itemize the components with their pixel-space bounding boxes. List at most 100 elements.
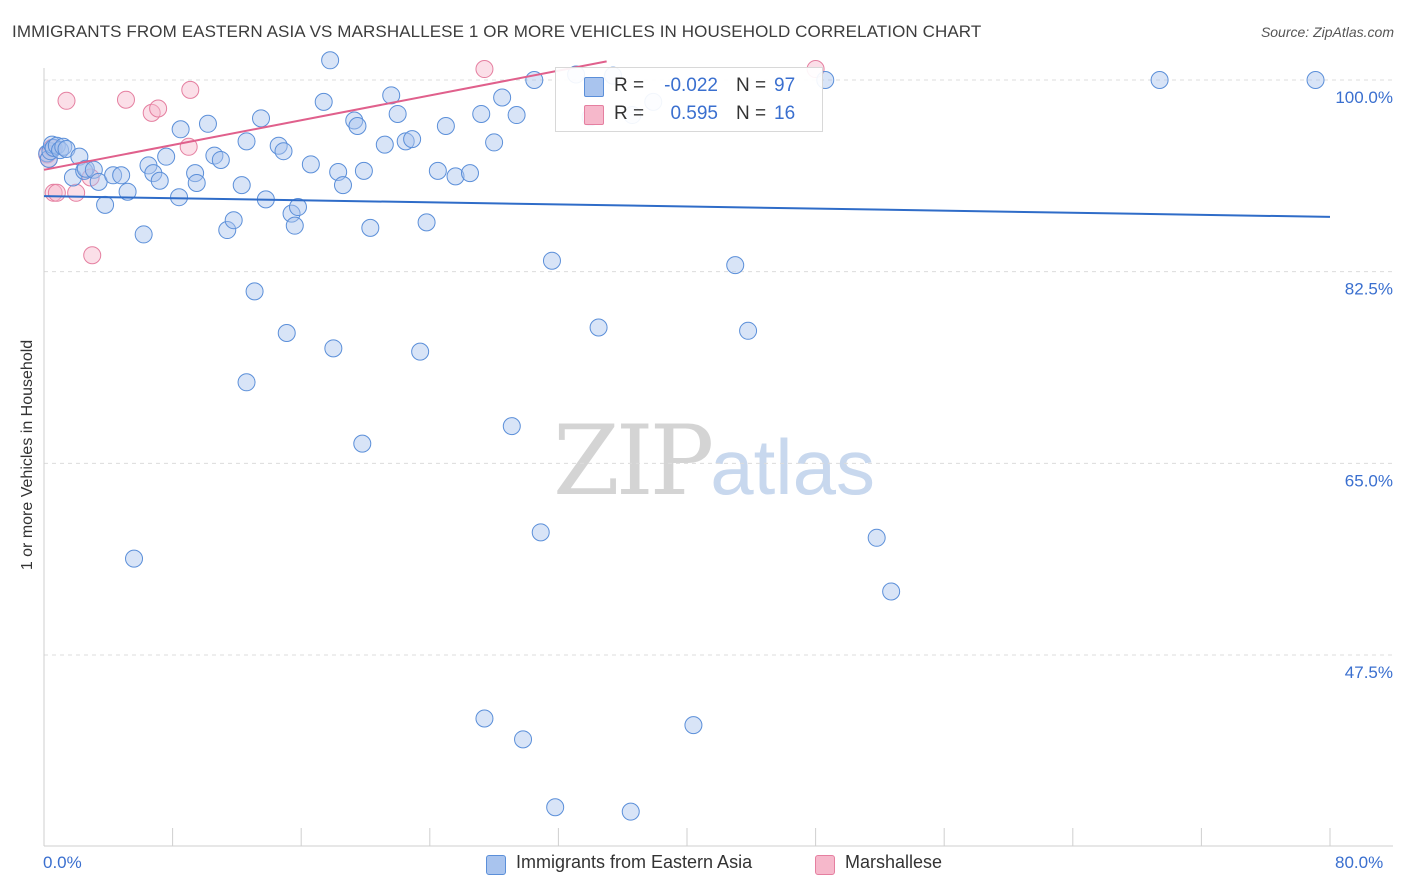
- eastern-asia-point: [531, 523, 550, 542]
- marshallese-point: [47, 183, 66, 202]
- eastern-asia-point: [232, 176, 251, 195]
- eastern-asia-point: [171, 120, 190, 139]
- y-tick-label: 82.5%: [1345, 280, 1393, 299]
- marshallese-point: [57, 91, 76, 110]
- eastern-asia-point: [1306, 71, 1325, 89]
- eastern-asia-point: [269, 136, 288, 155]
- eastern-asia-point: [277, 324, 296, 342]
- eastern-asia-point: [218, 221, 237, 240]
- eastern-asia-point: [321, 51, 340, 70]
- zipatlas-watermark: ZIPatlas: [553, 405, 875, 517]
- eastern-asia-point: [63, 168, 82, 187]
- y-tick-labels: 100.0% 82.5% 65.0% 47.5%: [1335, 88, 1393, 682]
- bottom-legend-swatch-pink: [815, 855, 835, 875]
- eastern-asia-point: [867, 528, 886, 547]
- bottom-legend-label-pink: Marshallese: [845, 852, 943, 872]
- legend-row-marshallese: R = 0.595 N = 16: [556, 101, 822, 127]
- eastern-asia-point: [403, 130, 422, 149]
- eastern-asia-point: [274, 142, 293, 161]
- eastern-asia-point: [44, 138, 63, 157]
- eastern-asia-point: [285, 216, 304, 235]
- eastern-asia-point: [345, 111, 364, 130]
- bottom-legend-swatch-blue: [486, 855, 506, 875]
- marshallese-point: [149, 99, 168, 118]
- eastern-asia-point: [546, 798, 565, 817]
- eastern-asia-point: [125, 549, 144, 568]
- eastern-asia-point: [514, 730, 533, 749]
- legend-row-eastern-asia: R = -0.022 N = 97: [556, 73, 822, 99]
- trend-lines: [43, 60, 1331, 218]
- eastern-asia-point: [112, 166, 131, 185]
- eastern-asia-point: [375, 135, 394, 154]
- eastern-asia-point: [237, 373, 256, 392]
- eastern-asia-point: [54, 137, 73, 156]
- eastern-asia-point: [472, 104, 491, 123]
- eastern-asia-points: [38, 51, 1325, 821]
- bottom-legend-label-blue: Immigrants from Eastern Asia: [516, 852, 753, 872]
- eastern-asia-point: [542, 251, 561, 270]
- y-tick-label: 65.0%: [1345, 471, 1393, 490]
- marshallese-point: [475, 60, 494, 79]
- eastern-asia-point: [333, 176, 352, 195]
- marshallese-trend-line: [43, 60, 607, 171]
- eastern-asia-point: [353, 434, 372, 453]
- watermark-atlas: atlas: [710, 423, 875, 511]
- eastern-asia-point: [211, 150, 230, 169]
- eastern-asia-point: [51, 141, 70, 160]
- legend-swatch-pink: [584, 105, 604, 125]
- legend-n-value: 97: [774, 75, 796, 96]
- eastern-asia-point: [252, 109, 271, 128]
- eastern-asia-point: [460, 164, 479, 183]
- legend-swatch-blue: [584, 77, 604, 97]
- eastern-asia-point: [157, 147, 176, 166]
- eastern-asia-point: [361, 218, 380, 237]
- eastern-asia-point: [475, 709, 494, 728]
- eastern-asia-point: [224, 211, 243, 230]
- legend-n-label: N =: [736, 75, 767, 96]
- eastern-asia-point: [150, 171, 169, 190]
- x-max-label: 80.0%: [1335, 853, 1384, 872]
- axes: [43, 68, 1393, 847]
- eastern-asia-point: [237, 132, 256, 151]
- eastern-asia-point: [84, 160, 103, 179]
- eastern-asia-trend-line: [43, 195, 1331, 218]
- eastern-asia-point: [446, 167, 465, 186]
- legend-r-value: 0.595: [670, 103, 718, 124]
- y-tick-label: 100.0%: [1335, 88, 1393, 107]
- chart-title: IMMIGRANTS FROM EASTERN ASIA VS MARSHALL…: [12, 22, 982, 41]
- eastern-asia-point: [301, 155, 320, 174]
- eastern-asia-point: [507, 106, 526, 125]
- eastern-asia-point: [96, 195, 115, 214]
- legend-r-label: R =: [614, 103, 645, 124]
- eastern-asia-point: [726, 256, 745, 275]
- marshallese-point: [83, 246, 102, 265]
- marshallese-point: [67, 183, 86, 202]
- eastern-asia-point: [198, 114, 217, 133]
- eastern-asia-point: [882, 582, 901, 601]
- eastern-asia-point: [388, 104, 407, 123]
- eastern-asia-point: [354, 161, 373, 180]
- eastern-asia-point: [118, 182, 137, 201]
- eastern-asia-point: [314, 92, 333, 111]
- eastern-asia-point: [493, 88, 512, 107]
- eastern-asia-point: [502, 417, 521, 436]
- eastern-asia-point: [144, 164, 163, 183]
- x-min-label: 0.0%: [43, 853, 82, 872]
- eastern-asia-point: [428, 161, 447, 180]
- eastern-asia-point: [621, 802, 640, 821]
- source-credit: Source: ZipAtlas.com: [1260, 24, 1394, 40]
- marshallese-point: [181, 80, 200, 99]
- eastern-asia-point: [739, 321, 758, 340]
- eastern-asia-point: [282, 204, 301, 223]
- watermark-zip: ZIP: [553, 405, 714, 517]
- grid-lines: [44, 79, 1393, 656]
- legend-n-label: N =: [736, 103, 767, 124]
- legend-r-value: -0.022: [664, 75, 718, 96]
- y-tick-label: 47.5%: [1345, 663, 1393, 682]
- eastern-asia-point: [134, 225, 153, 244]
- eastern-asia-point: [411, 342, 430, 361]
- legend-n-value: 16: [774, 103, 796, 124]
- eastern-asia-point: [684, 716, 703, 735]
- eastern-asia-point: [187, 173, 206, 192]
